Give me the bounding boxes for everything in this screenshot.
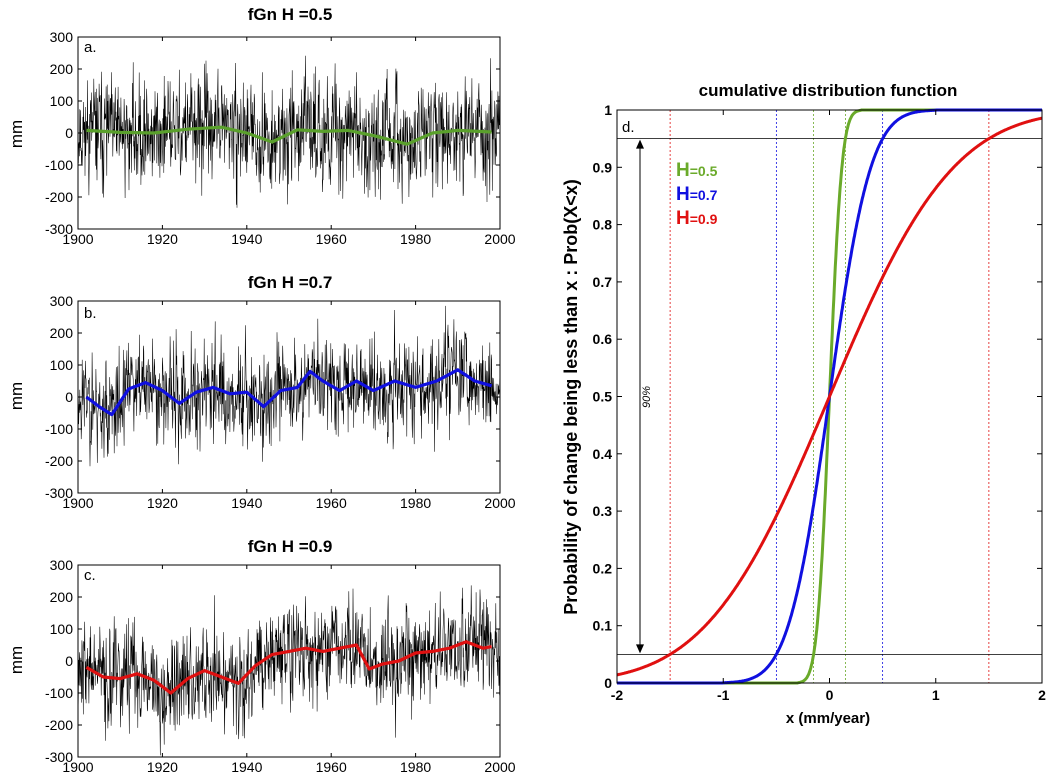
- panel-b-ytick-label: 200: [50, 325, 74, 341]
- ninety-percent-annotation: 90%: [641, 386, 653, 408]
- panel-c-ytick-label: -100: [45, 685, 73, 701]
- panel-a-ytick-label: 200: [50, 61, 74, 77]
- panel-d-xlabel: x (mm/year): [786, 710, 870, 727]
- panel-c-ytick-label: 200: [50, 589, 74, 605]
- panel-b-smoothed-series-line: [85, 368, 493, 417]
- panel-d-ytick-label: 0.5: [593, 389, 613, 405]
- legend-entry: H=0.9: [676, 208, 718, 229]
- panel-c-ytick-label: 0: [65, 653, 73, 669]
- panel-d-ytick-label: 0: [604, 675, 612, 691]
- panel-d-ytick-label: 0.3: [593, 503, 613, 519]
- panel-b-xtick-label: 1900: [62, 495, 93, 511]
- panel-d-xtick-label: 2: [1038, 687, 1046, 703]
- panel-d-title: cumulative distribution function: [699, 81, 958, 100]
- panel-d-xtick-label: -2: [611, 687, 624, 703]
- ninety-percent-arrow-head-bottom: [636, 644, 644, 654]
- panel-d-label: d.: [622, 119, 635, 136]
- panel-a-ytick-label: -300: [45, 221, 73, 237]
- panel-b-raw-series-line: [77, 305, 501, 467]
- panel-c-raw-series-line: [77, 585, 501, 756]
- panel-c-xtick-label: 1920: [147, 759, 178, 775]
- panel-d: cumulative distribution function Probabi…: [561, 81, 1046, 727]
- panel-b: fGn H =0.7 mm b. 1900 1920 1940 1960 1980 200…: [7, 273, 516, 511]
- panel-a-xtick-label: 1900: [62, 231, 93, 247]
- panel-c-label: c.: [84, 567, 96, 584]
- panel-c-plot-frame: [77, 564, 501, 758]
- panel-a-title: fGn H =0.5: [248, 5, 333, 24]
- panel-b-xtick-label: 1980: [400, 495, 431, 511]
- panel-c-xtick-label: 1980: [400, 759, 431, 775]
- panel-c-xtick-label: 1900: [62, 759, 93, 775]
- panel-c-smoothed-series-line: [85, 640, 492, 695]
- panel-a-xtick-label: 2000: [484, 231, 515, 247]
- panel-c-ytick-label: -300: [45, 749, 73, 765]
- ninety-percent-arrow-head-top: [636, 139, 644, 149]
- panel-c-ylabel: mm: [7, 646, 26, 674]
- panel-d-xtick-label: 1: [932, 687, 940, 703]
- panel-a-ytick-label: 0: [65, 125, 73, 141]
- panel-a: fGn H =0.5 mm a. 1900 1920 1940 1960 1980 200…: [7, 5, 516, 247]
- panel-b-ytick-label: -300: [45, 485, 73, 501]
- panel-b-xtick-label: 1940: [231, 495, 262, 511]
- panel-a-ytick-label: 300: [50, 29, 74, 45]
- panel-a-ylabel: mm: [7, 120, 26, 148]
- panel-c-xtick-label: 1960: [316, 759, 347, 775]
- panel-c-xtick-label: 2000: [484, 759, 515, 775]
- panel-b-ylabel: mm: [7, 382, 26, 410]
- panel-b-xtick-label: 1960: [316, 495, 347, 511]
- panel-d-ytick-label: 0.6: [593, 331, 613, 347]
- panel-d-ylabel: Probability of change being less than x …: [561, 179, 581, 615]
- panel-d-ytick-label: 0.9: [593, 159, 613, 175]
- panel-a-ytick-label: -100: [45, 157, 73, 173]
- panel-b-ytick-label: 100: [50, 357, 74, 373]
- panel-a-xtick-label: 1980: [400, 231, 431, 247]
- panel-a-label: a.: [84, 39, 97, 56]
- panel-d-ytick-label: 0.8: [593, 217, 613, 233]
- panel-d-ytick-label: 0.7: [593, 274, 613, 290]
- panel-a-xtick-label: 1960: [316, 231, 347, 247]
- panel-b-ytick-label: -100: [45, 421, 73, 437]
- panel-d-ytick-label: 1: [604, 102, 612, 118]
- panel-b-ytick-label: 0: [65, 389, 73, 405]
- panel-b-label: b.: [84, 305, 97, 322]
- panel-d-ytick-label: 0.4: [593, 446, 613, 462]
- panel-a-xtick-label: 1940: [231, 231, 262, 247]
- panel-d-xtick-label: 0: [826, 687, 834, 703]
- panel-b-xtick-label: 2000: [484, 495, 515, 511]
- panel-a-ytick-label: 100: [50, 93, 74, 109]
- legend-entry: H=0.5: [676, 160, 718, 181]
- cdf-curve-h-0-9: [616, 116, 1043, 677]
- panel-c-ytick-label: 100: [50, 621, 74, 637]
- panel-d-ytick-label: 0.1: [593, 618, 613, 634]
- panel-c: fGn H =0.9 mm c. 1900 1920 1940 1960 1980 200…: [7, 537, 516, 775]
- panel-c-xtick-label: 1940: [231, 759, 262, 775]
- panel-b-ytick-label: 300: [50, 293, 74, 309]
- panel-b-xtick-label: 1920: [147, 495, 178, 511]
- panel-c-ytick-label: -200: [45, 717, 73, 733]
- panel-d-ytick-label: 0.2: [593, 560, 613, 576]
- panel-a-xtick-label: 1920: [147, 231, 178, 247]
- panel-c-ytick-label: 300: [50, 557, 74, 573]
- panel-a-smoothed-series-line: [86, 125, 492, 146]
- panel-d-xtick-label: -1: [717, 687, 730, 703]
- legend-entry: H=0.7: [676, 184, 718, 205]
- panel-a-ytick-label: -200: [45, 189, 73, 205]
- panel-b-ytick-label: -200: [45, 453, 73, 469]
- panel-a-raw-series-line: [77, 55, 501, 208]
- panel-b-title: fGn H =0.7: [248, 273, 333, 292]
- panel-c-title: fGn H =0.9: [248, 537, 333, 556]
